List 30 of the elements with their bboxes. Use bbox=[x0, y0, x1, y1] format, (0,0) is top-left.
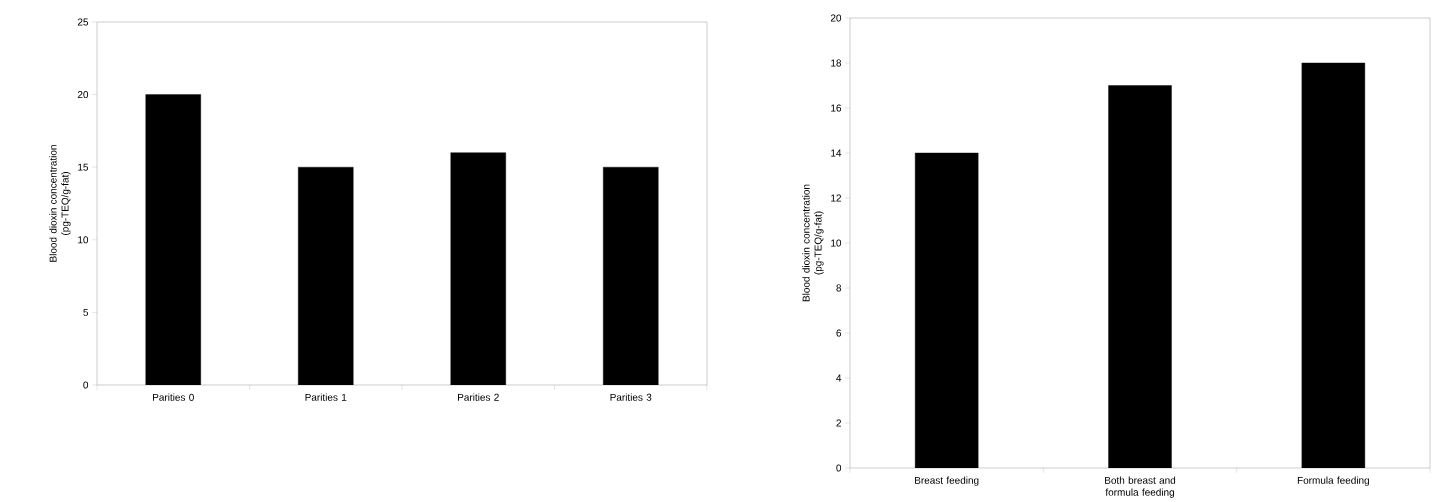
y-tick-label: 20 bbox=[830, 14, 842, 22]
x-tick-label: Breast feeding bbox=[915, 476, 979, 486]
x-tick-label: Parities 2 bbox=[458, 393, 499, 401]
x-tick-label: Parities 1 bbox=[305, 393, 347, 401]
y-tick-label: 20 bbox=[77, 91, 89, 99]
x-tick-label: Parities 0 bbox=[153, 393, 194, 401]
y-axis-title: Blood dioxin concentration (pg-TEQ/g-fat) bbox=[802, 184, 824, 302]
y-tick-label: 25 bbox=[77, 18, 89, 26]
bar bbox=[298, 167, 354, 385]
y-axis-title: Blood dioxin concentration (pg-TEQ/g-fat) bbox=[49, 145, 71, 262]
y-tick-label: 6 bbox=[836, 329, 842, 337]
y-tick-label: 18 bbox=[831, 59, 842, 67]
y-tick-label: 2 bbox=[836, 419, 841, 427]
y-tick-label: 8 bbox=[836, 284, 842, 292]
y-tick-label: 10 bbox=[831, 239, 842, 247]
y-tick-label: 10 bbox=[78, 236, 89, 244]
y-tick-label: 12 bbox=[831, 194, 841, 202]
x-tick-label: Both breast and formula feeding bbox=[1105, 476, 1176, 498]
x-tick-label: Parities 3 bbox=[610, 393, 652, 401]
bar bbox=[145, 94, 201, 385]
y-tick-label: 5 bbox=[83, 308, 89, 316]
y-tick-label: 14 bbox=[831, 149, 842, 157]
bar bbox=[603, 167, 659, 385]
y-tick-label: 4 bbox=[836, 374, 842, 382]
y-tick-label: 15 bbox=[78, 163, 89, 171]
y-tick-label: 0 bbox=[836, 464, 842, 472]
y-tick-label: 16 bbox=[831, 104, 842, 112]
x-tick-label: Formula feeding bbox=[1297, 476, 1369, 486]
y-tick-label: 0 bbox=[83, 381, 89, 389]
bar bbox=[450, 152, 506, 385]
